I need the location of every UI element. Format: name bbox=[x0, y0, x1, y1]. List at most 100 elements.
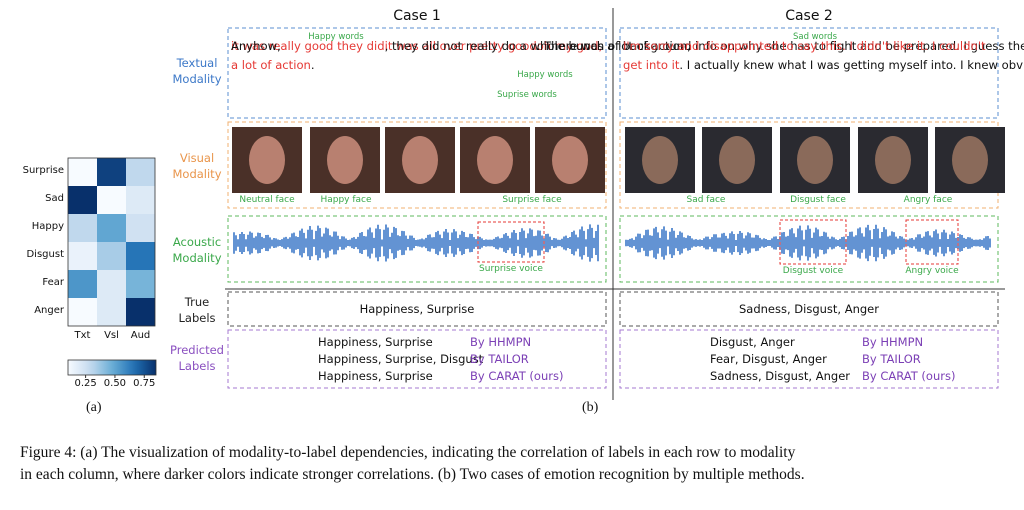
heatmap-cell bbox=[126, 242, 155, 270]
heatmap-cell bbox=[68, 158, 97, 186]
panel-label: (b) bbox=[582, 400, 599, 415]
heatmap-cell bbox=[68, 186, 97, 214]
word-tag: Sad words bbox=[792, 32, 838, 42]
case-title: Case 1 bbox=[393, 8, 441, 24]
caption-line: Figure 4: (a) The visualization of modal… bbox=[20, 444, 796, 461]
predicted-labels: Happiness, Surprise, Disgust bbox=[318, 352, 484, 366]
heatmap-cell bbox=[68, 298, 97, 326]
voice-label: Surprise voice bbox=[479, 264, 543, 274]
highlighted-text: oh my god, a lot of action bbox=[231, 39, 603, 72]
row-label: Predicted Labels bbox=[170, 343, 224, 373]
dashed-box bbox=[227, 121, 607, 209]
face-image-face bbox=[327, 136, 363, 184]
true-labels: Happiness, Surprise bbox=[359, 302, 475, 316]
dashed-box bbox=[227, 27, 607, 119]
method-name: By TAILOR bbox=[470, 352, 529, 366]
row-label: Anger bbox=[34, 305, 64, 316]
face-label: Happy face bbox=[320, 195, 372, 205]
face-label: Neutral face bbox=[239, 195, 295, 205]
text-segment: . I actually knew what I was getting mys… bbox=[679, 58, 1024, 72]
heatmap-cell bbox=[126, 186, 155, 214]
predicted-labels: Fear, Disgust, Anger bbox=[710, 352, 827, 366]
column-label: Txt bbox=[74, 330, 91, 341]
word-tag: Happy words bbox=[517, 70, 573, 80]
colorbar-tick-label: 0.50 bbox=[103, 378, 127, 389]
text-segment: , they did not really do a whole bunch o… bbox=[384, 39, 1024, 53]
face-image-face bbox=[642, 136, 678, 184]
face-image-face bbox=[249, 136, 285, 184]
method-name: By HHMPN bbox=[862, 335, 924, 349]
true-labels: Sadness, Disgust, Anger bbox=[738, 302, 879, 316]
row-label: Surprise bbox=[22, 165, 64, 176]
method-name: By TAILOR bbox=[862, 352, 921, 366]
face-label: Angry face bbox=[903, 195, 953, 205]
dashed-box bbox=[227, 215, 607, 283]
highlighted-text: it was really good they did bbox=[231, 39, 385, 53]
heatmap-cell bbox=[97, 186, 126, 214]
face-image-face bbox=[719, 136, 755, 184]
predicted-labels: Sadness, Disgust, Anger bbox=[710, 369, 851, 383]
row-label: True Labels bbox=[178, 295, 216, 325]
row-label: Sad bbox=[45, 193, 64, 204]
heatmap-cell bbox=[126, 298, 155, 326]
waveform bbox=[625, 224, 991, 262]
face-image-face bbox=[797, 136, 833, 184]
dashed-box bbox=[619, 291, 999, 327]
text-segment: . bbox=[310, 58, 315, 72]
highlighted-text: it was all over pretty good bbox=[384, 39, 537, 53]
column-label: Aud bbox=[130, 330, 151, 341]
text-segment: . There was a lot of action, bbox=[536, 39, 691, 53]
predicted-labels: Happiness, Surprise bbox=[318, 369, 433, 383]
face-label: Disgust face bbox=[790, 195, 846, 205]
word-tag: Suprise words bbox=[497, 90, 557, 100]
colorbar-tick-label: 0.75 bbox=[133, 378, 156, 389]
row-label: Visual Modality bbox=[172, 151, 222, 181]
highlighted-text: I'm sorry and disappointed to say this. … bbox=[623, 39, 986, 72]
face-image-face bbox=[552, 136, 588, 184]
voice-label: Angry voice bbox=[905, 266, 959, 276]
voice-box bbox=[477, 221, 545, 263]
heatmap-cell bbox=[68, 270, 97, 298]
face-image-face bbox=[875, 136, 911, 184]
dashed-box bbox=[619, 27, 999, 119]
modality-text: I'm sorry and disappointed to say this. … bbox=[623, 37, 1024, 75]
modality-text: Anyhow, it was really good they did, the… bbox=[231, 37, 1024, 75]
face-label: Surprise face bbox=[502, 195, 562, 205]
heatmap-cell bbox=[126, 214, 155, 242]
method-name: By HHMPN bbox=[470, 335, 532, 349]
face-image-face bbox=[952, 136, 988, 184]
column-label: Vsl bbox=[104, 330, 119, 341]
row-label: Disgust bbox=[26, 249, 64, 260]
heatmap-cell bbox=[126, 158, 155, 186]
case-title: Case 2 bbox=[785, 8, 833, 24]
text-segment: Anyhow, bbox=[231, 39, 281, 53]
dashed-box bbox=[619, 329, 999, 389]
face-label: Sad face bbox=[686, 195, 726, 205]
predicted-labels: Happiness, Surprise bbox=[318, 335, 433, 349]
heatmap-cell bbox=[97, 158, 126, 186]
face-image-face bbox=[402, 136, 438, 184]
heatmap-cell bbox=[97, 214, 126, 242]
dashed-box bbox=[227, 329, 607, 389]
heatmap-frame bbox=[67, 157, 156, 327]
row-label: Happy bbox=[31, 221, 64, 232]
word-tag: Happy words bbox=[308, 32, 364, 42]
dashed-box bbox=[227, 291, 607, 327]
panel-label: (a) bbox=[86, 400, 102, 415]
heatmap-cell bbox=[97, 270, 126, 298]
predicted-labels: Disgust, Anger bbox=[710, 335, 795, 349]
voice-label: Disgust voice bbox=[782, 266, 844, 276]
method-name: By CARAT (ours) bbox=[470, 369, 564, 383]
heatmap-cell bbox=[68, 214, 97, 242]
waveform bbox=[233, 224, 599, 262]
colorbar bbox=[67, 359, 157, 376]
voice-box bbox=[905, 219, 959, 265]
method-name: By CARAT (ours) bbox=[862, 369, 956, 383]
caption-line: in each column, where darker colors indi… bbox=[20, 466, 805, 483]
voice-box bbox=[779, 219, 847, 265]
row-label: Acoustic Modality bbox=[172, 235, 222, 265]
heatmap-cell bbox=[97, 298, 126, 326]
heatmap-cell bbox=[126, 270, 155, 298]
colorbar-tick-label: 0.25 bbox=[74, 378, 97, 389]
face-image-face bbox=[477, 136, 513, 184]
